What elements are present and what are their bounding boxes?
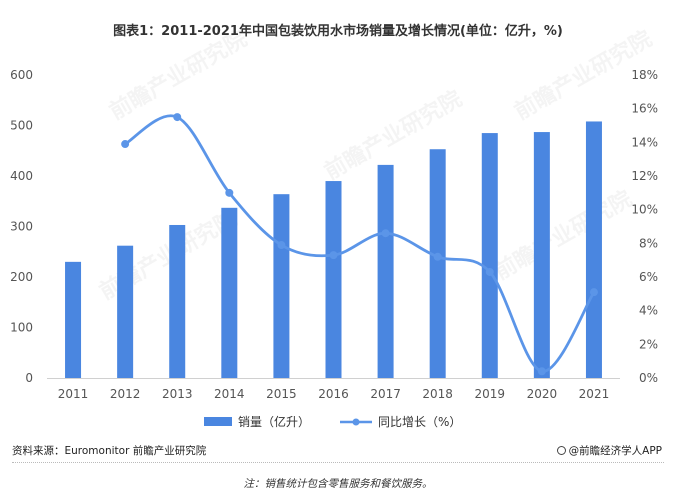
- y-right-tick-label: 6%: [639, 270, 658, 284]
- footnote: 注：销售统计包含零售服务和餐饮服务。: [243, 478, 433, 490]
- growth-line-series: [121, 113, 598, 376]
- growth-point: [173, 113, 182, 122]
- watermark-text: 前瞻产业研究院: [95, 206, 241, 306]
- y-right-tick-label: 0%: [639, 371, 658, 385]
- x-tick-label: 2019: [474, 387, 505, 401]
- legend-bar-label: 销量（亿升）: [238, 414, 310, 429]
- x-tick-label: 2018: [422, 387, 453, 401]
- brand-label-text: @前瞻经济学人APP: [568, 445, 662, 457]
- x-tick-label: 2012: [110, 387, 141, 401]
- watermark-text: 前瞻产业研究院: [490, 186, 636, 286]
- bar: [429, 149, 446, 378]
- bar: [273, 194, 290, 378]
- y-left-tick-label: 400: [10, 169, 33, 183]
- bar: [481, 133, 498, 378]
- x-tick-label: 2011: [58, 387, 89, 401]
- growth-point: [329, 251, 338, 260]
- x-tick-label: 2021: [579, 387, 610, 401]
- x-tick-label: 2013: [162, 387, 193, 401]
- x-tick-label: 2020: [527, 387, 558, 401]
- y-left-tick-label: 0: [25, 371, 33, 385]
- bar: [325, 181, 342, 378]
- growth-point: [485, 267, 494, 276]
- y-right-tick-label: 10%: [631, 203, 658, 217]
- growth-point: [381, 229, 390, 238]
- legend-bar-swatch: [204, 417, 232, 426]
- legend-line-label: 同比增长（%）: [378, 415, 461, 429]
- y-left-tick-label: 500: [10, 119, 33, 133]
- y-left-tick-label: 200: [10, 270, 33, 284]
- x-tick-label: 2015: [266, 387, 297, 401]
- axes: 0 100 200 300 400 500 600 0% 2% 4% 6% 8% 10% 12% 14% 16…: [10, 68, 658, 401]
- growth-point: [537, 367, 546, 376]
- bar-series: [65, 121, 602, 379]
- chart-title: 图表1：2011-2021年中国包装饮用水市场销量及增长情况(单位：亿升，%): [113, 24, 563, 39]
- legend-line-marker: [352, 418, 360, 426]
- bar: [533, 132, 550, 378]
- y-right-tick-label: 12%: [631, 169, 658, 183]
- bar: [585, 121, 602, 379]
- y-right-tick-label: 16%: [631, 102, 658, 116]
- bar: [65, 261, 82, 378]
- bar: [221, 207, 238, 378]
- y-right-tick-label: 14%: [631, 135, 658, 149]
- bar: [169, 224, 186, 378]
- y-left-tick-label: 100: [10, 321, 33, 335]
- y-right-tick-label: 18%: [631, 68, 658, 82]
- x-tick-label: 2017: [370, 387, 401, 401]
- growth-point: [433, 252, 442, 261]
- source-note: 资料来源：Euromonitor 前瞻产业研究院: [12, 445, 207, 457]
- x-tick-label: 2014: [214, 387, 245, 401]
- y-right-tick-label: 8%: [639, 236, 658, 250]
- growth-line: [124, 114, 596, 373]
- y-right-tick-label: 4%: [639, 304, 658, 318]
- y-left-tick-label: 300: [10, 220, 33, 234]
- x-tick-label: 2016: [318, 387, 349, 401]
- growth-point: [589, 288, 598, 297]
- bar: [117, 245, 134, 378]
- growth-point: [225, 188, 234, 197]
- watermark-text: 前瞻产业研究院: [105, 26, 251, 126]
- y-left-tick-label: 600: [10, 68, 33, 82]
- growth-point: [277, 241, 286, 250]
- brand-logo-icon: [556, 446, 566, 455]
- brand-label: @前瞻经济学人APP: [556, 443, 662, 458]
- legend: 销量（亿升） 同比增长（%）: [204, 414, 461, 429]
- bar: [377, 164, 394, 378]
- y-right-tick-label: 2%: [639, 337, 658, 351]
- footer-divider: [12, 462, 664, 463]
- growth-point: [121, 140, 130, 149]
